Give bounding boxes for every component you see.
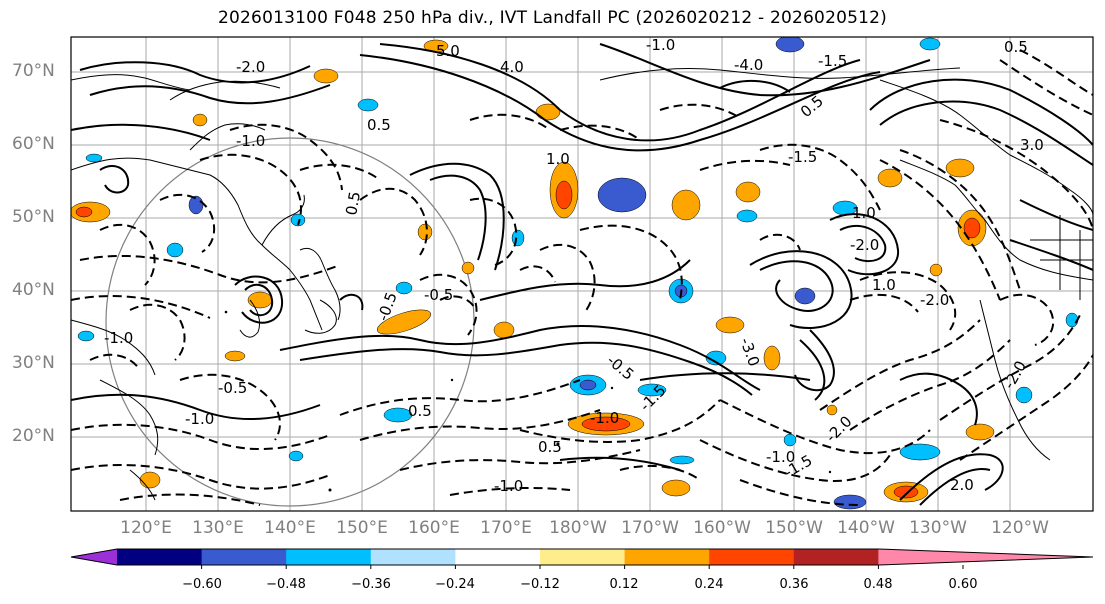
colorbar-tick-label: 0.36 xyxy=(779,577,809,592)
colorbar-segment xyxy=(540,549,626,565)
colorbar-outline xyxy=(70,548,1094,566)
contour-label: -1.5 xyxy=(788,148,817,166)
colorbar-tick-label: −0.24 xyxy=(435,577,475,592)
contour-label: -0.5 xyxy=(218,379,247,397)
contour-label: 1.0 xyxy=(872,276,896,294)
gridlines xyxy=(71,37,1093,511)
contour-label: 1.0 xyxy=(546,150,570,168)
contour-label: -1.0 xyxy=(185,410,214,428)
lon-label: 130°W xyxy=(909,518,967,538)
contour-label: -2.0 xyxy=(236,58,265,76)
colorbar-segment xyxy=(201,549,287,565)
colorbar-tick-label: 0.12 xyxy=(609,577,639,592)
lat-label: 70°N xyxy=(12,61,55,81)
lat-label: 20°N xyxy=(12,426,55,446)
lat-label: 30°N xyxy=(12,353,55,373)
colorbar-tick-label: −0.48 xyxy=(266,577,306,592)
lon-label: 120°W xyxy=(991,518,1049,538)
map-content: 0.5 -1.0 0.5 -0.5 1.0 -0.5 -1.0 -0.5 0.5… xyxy=(71,36,1093,511)
colorbar-tick-label: −0.60 xyxy=(182,577,222,592)
colorbar-tick-label: −0.12 xyxy=(520,577,560,592)
map-title: 2026013100 F048 250 hPa div., IVT Landfa… xyxy=(218,8,887,28)
colorbar-segment xyxy=(455,549,541,565)
colorbar-segment xyxy=(624,549,710,565)
contour-label: -1.0 xyxy=(104,329,133,347)
contour-label: 5.0 xyxy=(436,42,460,60)
colorbar-extend-low xyxy=(71,549,117,565)
lon-label: 180°W xyxy=(549,518,607,538)
lon-label: 160°E xyxy=(408,518,460,538)
solid-contours xyxy=(71,43,1093,506)
contour-label: 4.0 xyxy=(500,58,524,76)
colorbar-extend-high xyxy=(878,549,1093,565)
lon-label: 140°E xyxy=(264,518,316,538)
lon-label: 160°W xyxy=(693,518,751,538)
lon-label: 170°E xyxy=(480,518,532,538)
colorbar-tick-label: 0.48 xyxy=(863,577,893,592)
contour-label: 3.0 xyxy=(1020,136,1044,154)
colorbar-tick-label: 0.60 xyxy=(948,577,978,592)
contour-label: 0.5 xyxy=(538,438,562,456)
colorbar xyxy=(70,548,1094,569)
colorbar-segment xyxy=(117,549,203,565)
dashed-contours xyxy=(71,49,1093,506)
contour-label: -4.0 xyxy=(734,56,763,74)
colorbar-segment xyxy=(709,549,795,565)
contour-label: 0.5 xyxy=(342,190,364,217)
map-frame xyxy=(70,36,1094,512)
lat-label: 60°N xyxy=(12,134,55,154)
lon-label: 150°W xyxy=(765,518,823,538)
contour-label: -1.0 xyxy=(236,132,265,150)
contour-label: 2.0 xyxy=(950,476,974,494)
lon-label: 150°E xyxy=(336,518,388,538)
contour-label: 0.5 xyxy=(408,402,432,420)
contour-label: -1.0 xyxy=(646,36,675,54)
colorbar-tick-label: −0.36 xyxy=(351,577,391,592)
colorbar-segment xyxy=(793,549,879,565)
contour-label: 0.5 xyxy=(367,116,391,134)
divergence-fill xyxy=(71,37,1079,510)
colorbar-segment xyxy=(286,549,372,565)
contour-label: -1.0 xyxy=(494,477,523,495)
islands xyxy=(224,310,832,492)
contour-label: -1.0 xyxy=(590,409,619,427)
lon-label: 130°E xyxy=(192,518,244,538)
contour-label: -1.5 xyxy=(818,52,847,70)
lon-label: 120°E xyxy=(120,518,172,538)
lon-label: 170°W xyxy=(621,518,679,538)
contour-label: 0.5 xyxy=(1004,38,1028,56)
contour-label: 1.0 xyxy=(852,204,876,222)
colorbar-segment xyxy=(370,549,456,565)
coastlines xyxy=(71,67,1093,501)
contour-label: -1.0 xyxy=(766,448,795,466)
contour-label: -0.5 xyxy=(424,286,453,304)
lon-label: 140°W xyxy=(837,518,895,538)
colorbar-tick-label: 0.24 xyxy=(694,577,724,592)
lat-label: 50°N xyxy=(12,207,55,227)
contour-label: -2.0 xyxy=(850,236,879,254)
lat-label: 40°N xyxy=(12,280,55,300)
contour-label: -2.0 xyxy=(920,291,949,309)
